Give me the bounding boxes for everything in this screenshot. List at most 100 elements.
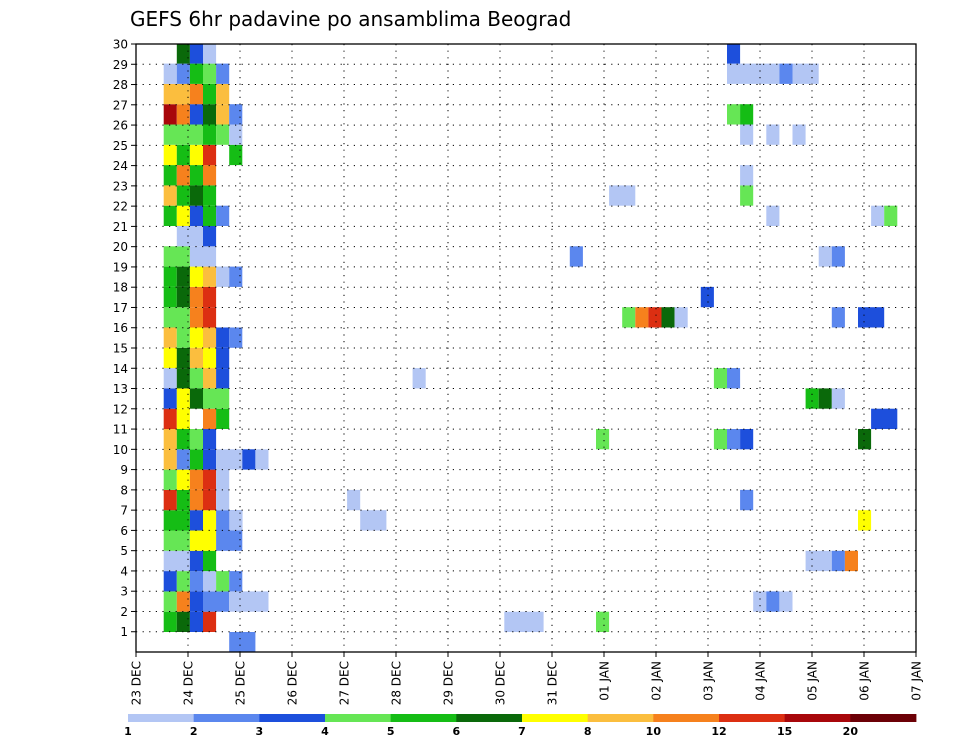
y-tick-label: 3: [120, 585, 128, 599]
heatmap-cell: [216, 327, 230, 348]
heatmap-cell: [504, 611, 544, 632]
heatmap-cell: [871, 408, 898, 429]
heatmap-cell: [229, 266, 243, 287]
heatmap-cell: [203, 44, 217, 64]
heatmap-cell: [203, 144, 217, 166]
heatmap-cell: [831, 388, 845, 409]
heatmap-cell: [203, 571, 217, 592]
heatmap-cell: [412, 368, 426, 389]
legend-label: 2: [190, 725, 198, 738]
legend-label: 6: [453, 725, 461, 738]
heatmap-cell: [189, 571, 203, 592]
heatmap-cell: [176, 388, 190, 409]
legend-swatch: [719, 714, 786, 722]
heatmap-cell: [229, 104, 243, 125]
heatmap-cell: [216, 83, 230, 105]
legend-label: 4: [321, 725, 329, 738]
heatmap-cell: [176, 571, 190, 592]
heatmap-cell: [203, 368, 217, 389]
x-tick-label: 23 DEC: [130, 661, 144, 705]
heatmap-cell: [176, 104, 190, 125]
heatmap-cell: [203, 489, 217, 511]
heatmap-cell: [163, 185, 177, 206]
heatmap-cell: [163, 388, 177, 409]
heatmap-cells: [163, 44, 898, 652]
heatmap-cell: [163, 510, 190, 531]
heatmap-cell: [189, 429, 203, 450]
y-tick-label: 5: [120, 544, 128, 558]
heatmap-cell: [163, 591, 177, 612]
y-tick-label: 8: [120, 483, 128, 497]
x-tick-label: 04 JAN: [754, 661, 768, 701]
heatmap-cell: [596, 429, 610, 450]
heatmap-cell: [203, 510, 217, 531]
heatmap-cell: [189, 469, 203, 490]
legend-swatch: [193, 714, 260, 722]
heatmap-cell: [189, 165, 203, 186]
x-tick-label: 07 JAN: [910, 661, 924, 701]
heatmap-cell: [871, 205, 885, 226]
heatmap-cell: [347, 489, 361, 511]
heatmap-cell: [163, 104, 177, 125]
heatmap-cell: [229, 144, 243, 166]
heatmap-cell: [216, 104, 230, 125]
heatmap-cell: [163, 205, 177, 226]
chart-title: GEFS 6hr padavine po ansamblima Beograd: [130, 7, 571, 31]
color-legend: 1 2 3 4 5 6 7 8 10 12 15 20: [124, 714, 917, 738]
heatmap-cell: [189, 246, 203, 267]
x-tick-label: 03 JAN: [702, 661, 716, 701]
legend-label: 15: [777, 725, 792, 738]
heatmap-cell: [713, 368, 727, 389]
heatmap-cell: [176, 44, 190, 64]
legend-swatch: [587, 714, 654, 722]
heatmap-cell: [189, 591, 203, 612]
legend-label: 10: [646, 725, 662, 738]
heatmap-cell: [818, 388, 832, 409]
x-tick-label: 01 JAN: [598, 661, 612, 701]
heatmap-cell: [779, 63, 793, 84]
y-tick-label: 13: [113, 382, 128, 396]
heatmap-cell: [203, 266, 217, 287]
y-tick-label: 9: [120, 463, 128, 477]
heatmap-cell: [622, 307, 636, 328]
heatmap-cell: [242, 449, 256, 470]
heatmap-cell: [740, 489, 754, 511]
heatmap-cell: [229, 124, 243, 145]
legend-swatch: [784, 714, 851, 722]
heatmap-cell: [189, 530, 217, 551]
heatmap-cell: [163, 530, 190, 551]
heatmap-cell: [189, 489, 203, 511]
legend-swatch: [259, 714, 326, 722]
heatmap-cell: [163, 469, 177, 490]
y-tick-label: 18: [113, 281, 128, 295]
heatmap-cell: [805, 550, 832, 572]
heatmap-cell: [189, 63, 203, 84]
heatmap-cell: [229, 591, 269, 612]
legend-label: 7: [518, 725, 526, 738]
heatmap-cell: [189, 44, 203, 64]
y-tick-label: 10: [113, 443, 128, 457]
x-tick-label: 29 DEC: [442, 661, 456, 705]
heatmap-cell: [216, 469, 230, 490]
y-tick-label: 29: [113, 58, 128, 72]
x-tick-label: 27 DEC: [338, 661, 352, 705]
heatmap-cell: [203, 347, 217, 369]
heatmap-cell: [805, 388, 819, 409]
heatmap-cell: [163, 368, 177, 389]
heatmap-cell: [163, 144, 177, 166]
heatmap-cell: [203, 449, 217, 470]
heatmap-cell: [203, 408, 217, 429]
heatmap-cell: [176, 144, 190, 166]
heatmap-cell: [713, 429, 727, 450]
y-tick-label: 22: [113, 200, 128, 214]
heatmap-cell: [884, 205, 898, 226]
x-tick-label: 31 DEC: [546, 661, 560, 705]
heatmap-cell: [163, 449, 177, 470]
x-tick-label: 28 DEC: [390, 661, 404, 705]
heatmap-cell: [163, 429, 177, 450]
heatmap-cell: [176, 408, 190, 429]
heatmap-cell: [203, 327, 217, 348]
heatmap-cell: [176, 286, 190, 308]
heatmap-cell: [216, 368, 230, 389]
y-tick-label: 26: [113, 119, 128, 133]
